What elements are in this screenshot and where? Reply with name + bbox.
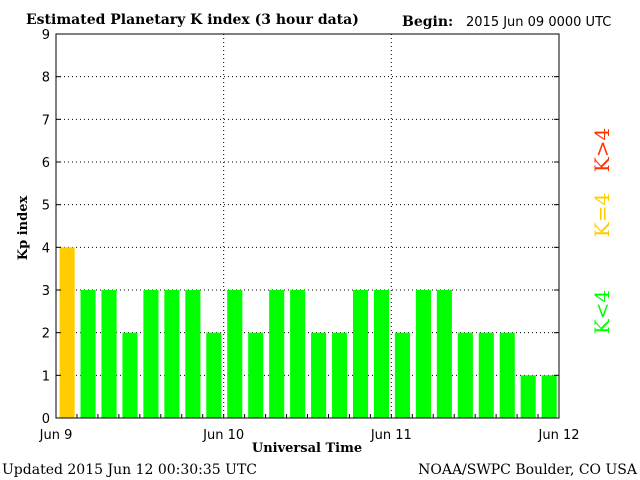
- kp-bar: [143, 290, 159, 418]
- kp-bar: [352, 290, 369, 418]
- kp-bar: [269, 290, 285, 418]
- kp-bar: [520, 375, 536, 418]
- kp-bar: [394, 332, 410, 418]
- kp-bar: [248, 332, 264, 418]
- y-tick-label: 4: [42, 241, 50, 256]
- begin-label: Begin:: [402, 14, 453, 30]
- bars: [59, 247, 557, 418]
- kp-bar: [332, 332, 348, 418]
- kp-bar: [80, 290, 96, 418]
- y-tick-label: 3: [42, 284, 50, 299]
- kp-bar: [122, 332, 138, 418]
- x-tick-label: Jun 12: [538, 428, 580, 443]
- kp-bar: [373, 290, 390, 418]
- x-tick-label: Jun 10: [202, 428, 244, 443]
- kp-bar: [499, 332, 515, 418]
- y-tick-label: 7: [42, 113, 50, 128]
- kp-bar: [227, 290, 243, 418]
- y-tick-label: 2: [42, 327, 50, 342]
- kp-bar: [311, 332, 327, 418]
- y-axis-label: Kp index: [16, 196, 31, 261]
- y-tick-label: 9: [42, 28, 50, 43]
- y-tick-label: 0: [42, 412, 50, 427]
- kp-bar: [457, 332, 473, 418]
- chart-title: Estimated Planetary K index (3 hour data…: [26, 12, 359, 28]
- y-tick-label: 6: [42, 156, 50, 171]
- y-tick-label: 1: [42, 369, 50, 384]
- kp-bar: [59, 247, 75, 418]
- kp-bar: [164, 290, 180, 418]
- kp-bar: [101, 290, 117, 418]
- y-tick-label: 5: [42, 199, 50, 214]
- x-tick-label: Jun 11: [370, 428, 412, 443]
- x-tick-label: Jun 9: [39, 428, 73, 443]
- legend-below-4: K<4: [590, 290, 614, 334]
- updated-timestamp: Updated 2015 Jun 12 00:30:35 UTC: [2, 462, 257, 478]
- kp-bar: [290, 290, 306, 418]
- legend-above-4: K>4: [590, 128, 614, 172]
- kp-bar: [478, 332, 494, 418]
- kp-bar: [436, 290, 452, 418]
- y-tick-label: 8: [42, 71, 50, 86]
- legend-equal-4: K=4: [590, 193, 614, 237]
- data-source: NOAA/SWPC Boulder, CO USA: [418, 462, 638, 478]
- kp-bar: [415, 290, 431, 418]
- kp-bar: [185, 290, 201, 418]
- gridlines: [56, 34, 559, 418]
- axis-ticks: 0 1 2 3 4 5 6 7 8 9 Jun 9 Jun 10 Jun 11 Jun 12: [39, 28, 580, 443]
- kp-bar: [206, 332, 222, 418]
- x-axis-label: Universal Time: [252, 441, 362, 456]
- kp-bar: [541, 375, 557, 418]
- begin-value: 2015 Jun 09 0000 UTC: [466, 15, 611, 30]
